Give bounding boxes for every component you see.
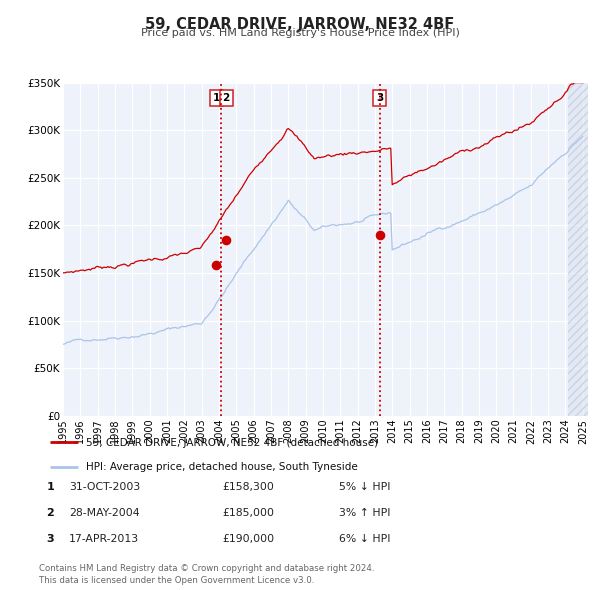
Text: £158,300: £158,300 <box>222 483 274 492</box>
Text: 3: 3 <box>46 535 54 544</box>
Text: 1: 1 <box>46 483 54 492</box>
Text: 59, CEDAR DRIVE, JARROW, NE32 4BF (detached house): 59, CEDAR DRIVE, JARROW, NE32 4BF (detac… <box>86 438 379 448</box>
Point <box>375 230 385 240</box>
Text: 5% ↓ HPI: 5% ↓ HPI <box>339 483 391 492</box>
Text: 31-OCT-2003: 31-OCT-2003 <box>69 483 140 492</box>
Text: 3: 3 <box>376 93 383 103</box>
Text: HPI: Average price, detached house, South Tyneside: HPI: Average price, detached house, Sout… <box>86 463 358 473</box>
Text: 17-APR-2013: 17-APR-2013 <box>69 535 139 544</box>
Text: 6% ↓ HPI: 6% ↓ HPI <box>339 535 391 544</box>
Text: 1: 1 <box>213 93 220 103</box>
Text: 3% ↑ HPI: 3% ↑ HPI <box>339 509 391 518</box>
Text: 59, CEDAR DRIVE, JARROW, NE32 4BF: 59, CEDAR DRIVE, JARROW, NE32 4BF <box>145 17 455 31</box>
Bar <box>568 83 588 416</box>
Text: 2: 2 <box>46 509 54 518</box>
Text: 28-MAY-2004: 28-MAY-2004 <box>69 509 140 518</box>
Text: 2: 2 <box>223 93 230 103</box>
Text: Price paid vs. HM Land Registry's House Price Index (HPI): Price paid vs. HM Land Registry's House … <box>140 28 460 38</box>
Point <box>221 235 231 244</box>
Point <box>211 260 221 270</box>
Text: £185,000: £185,000 <box>222 509 274 518</box>
Text: £190,000: £190,000 <box>222 535 274 544</box>
Text: Contains HM Land Registry data © Crown copyright and database right 2024.
This d: Contains HM Land Registry data © Crown c… <box>39 565 374 585</box>
